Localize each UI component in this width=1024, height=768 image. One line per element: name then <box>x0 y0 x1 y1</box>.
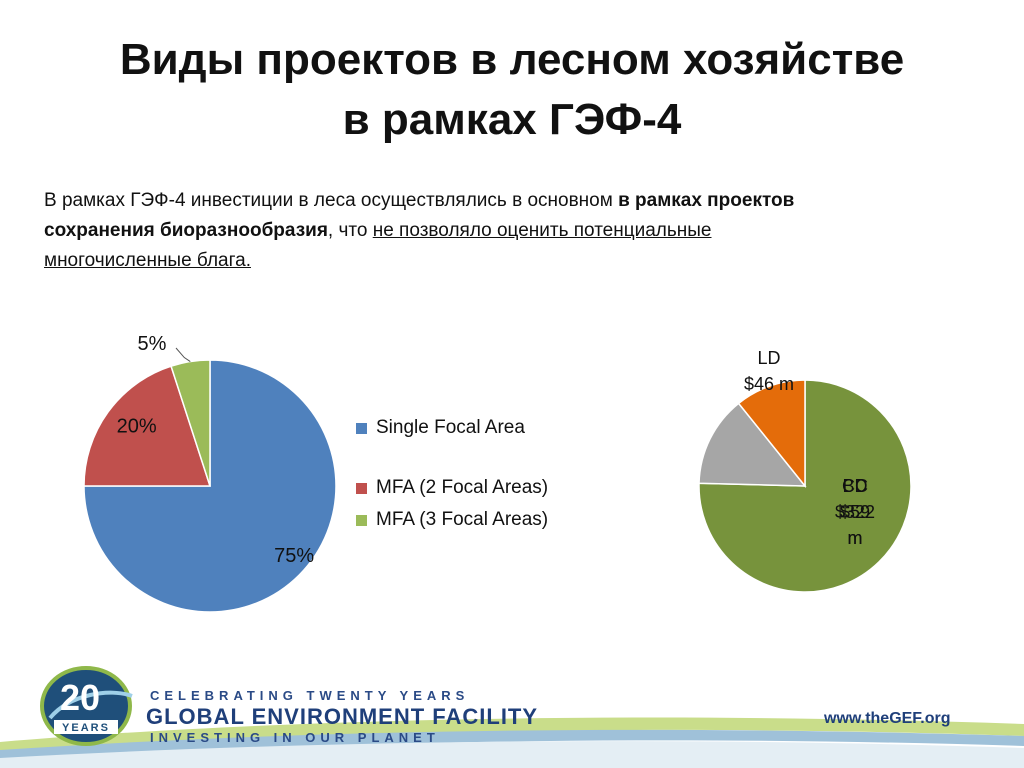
pie-chart-investment-by-area: BD $322 mCC $59 m LD $46 m <box>698 348 912 593</box>
pie-slice-bd <box>698 379 912 593</box>
intro-text-1: В рамках ГЭФ-4 инвестиции в леса осущест… <box>44 190 619 211</box>
title-line-1: Виды проектов в лесном хозяйстве <box>119 35 905 84</box>
pie-slice-mfa-2-focal-areas <box>83 365 212 487</box>
pie-chart-legend: Single Focal Area MFA (2 Focal Areas) MF… <box>356 414 556 566</box>
pie-slice-mfa-3-focal-areas <box>170 359 211 487</box>
legend-label: MFA (3 Focal Areas) <box>376 509 549 530</box>
footer-swoosh-graphic <box>0 717 1024 768</box>
footer-tagline: INVESTING IN OUR PLANET <box>150 730 440 745</box>
intro-underlined-text: не позволяло оценить потенциальные много… <box>44 220 712 271</box>
logo-word: YEARS <box>62 722 110 734</box>
pie-slice-single-focal-area <box>83 359 337 613</box>
intro-text-2: , что <box>327 220 373 241</box>
intro-bold-text: в рамках проектов сохранения биоразнообр… <box>44 190 795 241</box>
legend-swatch <box>356 423 367 434</box>
legend-label: Single Focal Area <box>376 417 525 438</box>
legend-item-mfa-2: MFA (2 Focal Areas) <box>356 474 556 502</box>
pie-data-label: 5% <box>138 333 167 355</box>
legend-label: MFA (2 Focal Areas) <box>376 477 549 498</box>
pie-chart-focal-areas: 75% 20% 5% <box>83 333 337 613</box>
legend-item-single-focal-area: Single Focal Area <box>356 414 556 442</box>
pie-data-label: LD $46 m <box>744 348 794 394</box>
logo-number: 20 <box>60 677 100 718</box>
pie-data-label: 75% <box>274 545 314 567</box>
pie-slice-cc <box>698 402 807 487</box>
legend-swatch <box>356 515 367 526</box>
footer-banner: 20 YEARS CELEBRATING TWENTY YEARS GLOBAL… <box>0 650 1024 768</box>
footer-website-link[interactable]: www.theGEF.org <box>824 710 951 727</box>
pie-leader-line <box>175 347 191 362</box>
pie-data-label: 20% <box>117 416 157 438</box>
legend-item-mfa-3: MFA (3 Focal Areas) <box>356 506 556 534</box>
pie-slice-ld <box>737 379 806 489</box>
title-line-2: в рамках ГЭФ-4 <box>342 95 682 144</box>
gef-20-years-logo: 20 YEARS <box>40 666 133 746</box>
pie-data-label: BD $322 m <box>835 476 875 548</box>
pie-data-label: CC $59 m <box>840 476 870 548</box>
slide-title: Виды проектов в лесном хозяйстве в рамка… <box>40 30 984 150</box>
footer-celebrating-text: CELEBRATING TWENTY YEARS <box>150 688 470 703</box>
footer-organization-name: GLOBAL ENVIRONMENT FACILITY <box>146 704 539 729</box>
legend-swatch <box>356 483 367 494</box>
intro-paragraph: В рамках ГЭФ-4 инвестиции в леса осущест… <box>44 186 864 276</box>
